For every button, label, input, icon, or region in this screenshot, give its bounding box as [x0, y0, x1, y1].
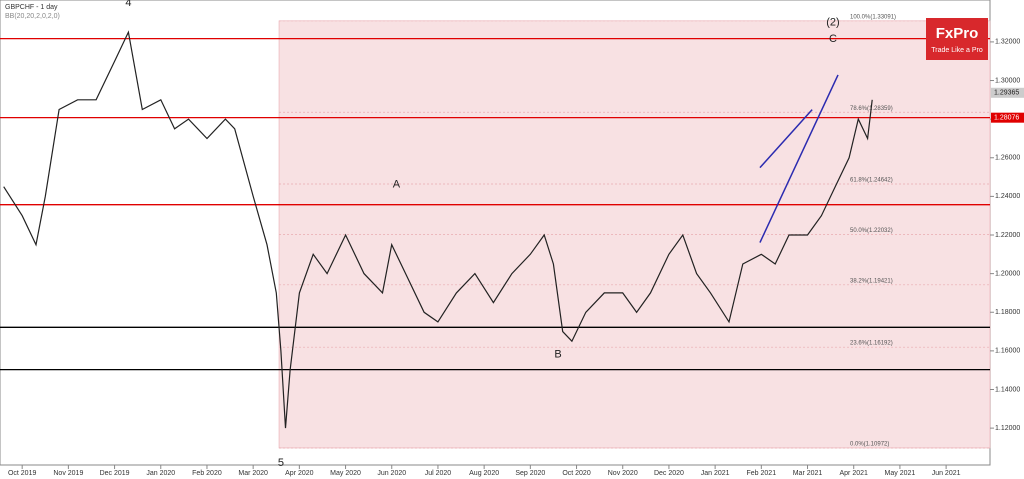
y-tick-label: 1.30000	[995, 77, 1020, 84]
x-tick-label: Dec 2019	[100, 470, 130, 477]
x-tick-label: May 2021	[885, 470, 916, 477]
wave-label: B	[554, 349, 561, 361]
x-tick-label: Oct 2019	[8, 470, 37, 477]
wave-label: A	[393, 179, 401, 191]
chart-title: GBPCHF - 1 day	[5, 4, 58, 11]
x-tick-label: Apr 2021	[840, 470, 869, 477]
x-tick-label: Jan 2020	[146, 470, 175, 477]
y-tick-label: 1.22000	[995, 232, 1020, 239]
x-tick-label: Sep 2020	[515, 470, 545, 477]
x-tick-label: Apr 2020	[285, 470, 314, 477]
logo-box	[926, 18, 988, 60]
x-tick-label: Nov 2020	[608, 470, 638, 477]
y-tick-label: 1.18000	[995, 309, 1020, 316]
fib-label: 23.6%(1.16192)	[850, 341, 893, 347]
price-tag-label: 1.29365	[994, 90, 1019, 97]
logo-tagline: Trade Like a Pro	[931, 47, 983, 54]
channel-line	[759, 74, 839, 243]
x-tick-label: Aug 2020	[469, 470, 499, 477]
x-tick-label: Nov 2019	[53, 470, 83, 477]
x-tick-label: Oct 2020	[562, 470, 591, 477]
x-tick-label: Jun 2020	[377, 470, 406, 477]
x-tick-label: Mar 2020	[238, 470, 268, 477]
wave-label: C	[829, 33, 837, 45]
logo-name: FxPro	[936, 25, 979, 42]
x-tick-label: Feb 2020	[192, 470, 222, 477]
fib-label: 100.0%(1.33091)	[850, 14, 896, 20]
x-tick-label: Jul 2020	[425, 470, 452, 477]
x-tick-label: Mar 2021	[793, 470, 823, 477]
fib-label: 61.8%(1.24642)	[850, 178, 893, 184]
x-tick-label: Dec 2020	[654, 470, 684, 477]
x-tick-label: Jan 2021	[701, 470, 730, 477]
fib-label: 50.0%(1.22032)	[850, 228, 893, 234]
y-tick-label: 1.26000	[995, 155, 1020, 162]
price-line	[3, 30, 873, 429]
y-tick-label: 1.32000	[995, 39, 1020, 46]
price-tag-label: 1.28076	[994, 115, 1019, 122]
y-tick-label: 1.16000	[995, 348, 1020, 355]
x-tick-label: Feb 2021	[747, 470, 777, 477]
y-tick-label: 1.24000	[995, 193, 1020, 200]
channel-line	[759, 109, 813, 169]
fib-label: 0.0%(1.10972)	[850, 442, 889, 448]
y-tick-label: 1.14000	[995, 386, 1020, 393]
wave-label: (2)	[826, 16, 839, 28]
price-tag	[991, 87, 1024, 98]
wave-label: 5	[278, 457, 284, 469]
x-tick-label: Jun 2021	[932, 470, 961, 477]
y-tick-label: 1.20000	[995, 270, 1020, 277]
x-tick-label: May 2020	[330, 470, 361, 477]
indicator-label: BB(20,20,2,0,2,0)	[5, 13, 60, 20]
wave-label: 4	[125, 0, 131, 9]
price-tag	[991, 112, 1024, 123]
y-tick-label: 1.12000	[995, 425, 1020, 432]
fib-label: 38.2%(1.19421)	[850, 278, 893, 284]
